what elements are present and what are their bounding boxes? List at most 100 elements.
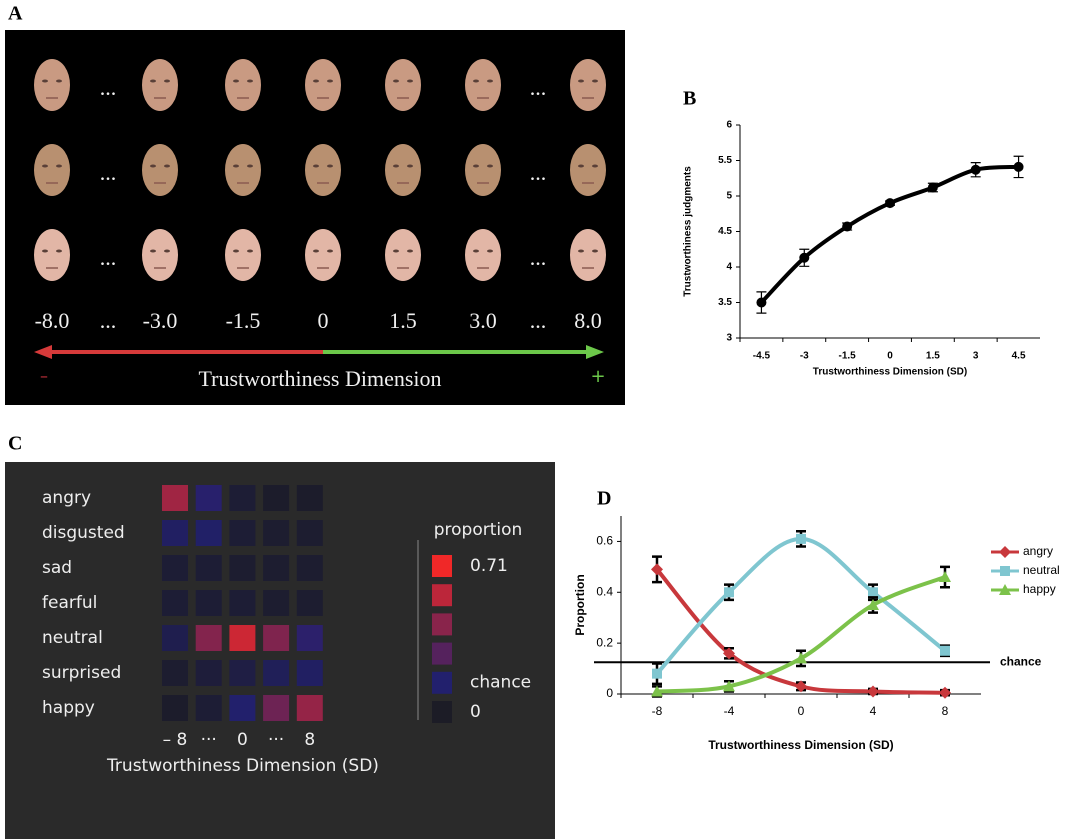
plus-sign: + bbox=[590, 366, 605, 387]
heat-cell bbox=[263, 590, 289, 616]
heat-cell bbox=[196, 555, 222, 581]
y-tick-label: 4 bbox=[726, 262, 732, 273]
marker bbox=[868, 587, 878, 597]
x-tick-label: -8 bbox=[652, 704, 663, 718]
face bbox=[305, 229, 341, 281]
eye bbox=[56, 250, 62, 253]
eye bbox=[327, 165, 333, 168]
row-label: sad bbox=[42, 558, 72, 578]
eye bbox=[393, 165, 399, 168]
eye bbox=[393, 250, 399, 253]
x-axis-label: Trustworthiness Dimension (SD) bbox=[708, 738, 893, 752]
heat-cell bbox=[162, 625, 188, 651]
heat-cell bbox=[196, 660, 222, 686]
column-label: 0 bbox=[237, 730, 248, 750]
marker bbox=[939, 687, 951, 699]
heat-cell bbox=[196, 520, 222, 546]
ellipsis: ... bbox=[100, 75, 117, 100]
face bbox=[305, 59, 341, 111]
eye bbox=[487, 80, 493, 83]
y-axis-label: Trustworthiness judgments bbox=[683, 166, 694, 297]
ellipsis: ... bbox=[530, 245, 547, 270]
marker bbox=[928, 182, 938, 192]
heat-cell bbox=[229, 660, 255, 686]
legend-marker bbox=[999, 546, 1011, 558]
eye bbox=[592, 165, 598, 168]
heat-cell bbox=[196, 695, 222, 721]
x-tick-label: -3 bbox=[800, 351, 809, 362]
eye bbox=[327, 250, 333, 253]
eye bbox=[578, 165, 584, 168]
eye bbox=[473, 250, 479, 253]
x-tick-label: 4.5 bbox=[1012, 351, 1026, 362]
ellipsis: ... bbox=[100, 160, 117, 185]
x-axis-label: Trustworthiness Dimension (SD) bbox=[106, 756, 379, 776]
heat-cell bbox=[229, 555, 255, 581]
y-tick-label: 3 bbox=[726, 333, 732, 344]
eye bbox=[247, 250, 253, 253]
x-tick-label: 0 bbox=[887, 351, 893, 362]
heat-cell bbox=[297, 520, 323, 546]
panel-label: D bbox=[597, 488, 611, 510]
colorbar-label: chance bbox=[470, 673, 531, 693]
eye bbox=[592, 80, 598, 83]
x-tick-label: 0 bbox=[798, 704, 805, 718]
row-label: angry bbox=[42, 488, 91, 508]
heat-cell bbox=[162, 660, 188, 686]
heat-cell bbox=[162, 555, 188, 581]
heat-cell bbox=[162, 590, 188, 616]
marker bbox=[724, 587, 734, 597]
eye bbox=[313, 80, 319, 83]
face bbox=[34, 144, 70, 196]
marker bbox=[756, 298, 766, 308]
eye bbox=[407, 250, 413, 253]
heat-cell bbox=[229, 625, 255, 651]
x-axis-label: Trustworthiness Dimension (SD) bbox=[813, 367, 967, 378]
y-tick-label: 5.5 bbox=[718, 155, 732, 166]
heat-cell bbox=[263, 555, 289, 581]
y-tick-label: 3.5 bbox=[718, 297, 732, 308]
heat-cell bbox=[162, 695, 188, 721]
eye bbox=[407, 80, 413, 83]
x-label: -8.0 bbox=[35, 308, 70, 333]
panel-label: B bbox=[683, 88, 696, 110]
heat-cell bbox=[297, 485, 323, 511]
colorbar-label: 0.71 bbox=[470, 556, 508, 576]
ellipsis: ... bbox=[100, 245, 117, 270]
x-label: ... bbox=[530, 308, 547, 333]
minus-sign: – bbox=[40, 367, 48, 386]
legend-marker bbox=[1000, 566, 1010, 576]
legend-title: proportion bbox=[434, 520, 523, 540]
eye bbox=[473, 80, 479, 83]
face bbox=[385, 144, 421, 196]
marker bbox=[867, 685, 879, 697]
series-line bbox=[657, 569, 945, 692]
series-line bbox=[657, 577, 945, 691]
x-label: 0 bbox=[318, 308, 329, 333]
eye bbox=[393, 80, 399, 83]
face bbox=[142, 59, 178, 111]
x-tick-label: -4 bbox=[724, 704, 735, 718]
eye bbox=[247, 165, 253, 168]
face bbox=[570, 229, 606, 281]
x-tick-label: -1.5 bbox=[839, 351, 857, 362]
heat-cell bbox=[297, 695, 323, 721]
heat-cell bbox=[196, 625, 222, 651]
eye bbox=[164, 250, 170, 253]
heat-cell bbox=[263, 625, 289, 651]
x-tick-label: 4 bbox=[870, 704, 877, 718]
heat-cell bbox=[297, 625, 323, 651]
chance-label: chance bbox=[1000, 654, 1042, 668]
row-label: neutral bbox=[42, 628, 103, 648]
face bbox=[34, 229, 70, 281]
x-tick-label: 1.5 bbox=[926, 351, 940, 362]
marker bbox=[796, 534, 806, 544]
heat-cell bbox=[229, 590, 255, 616]
colorbar-swatch bbox=[432, 584, 452, 606]
panel-label: C bbox=[8, 433, 22, 455]
x-tick-label: 3 bbox=[973, 351, 979, 362]
x-label: 1.5 bbox=[389, 308, 417, 333]
eye bbox=[233, 80, 239, 83]
eye bbox=[578, 250, 584, 253]
heat-cell bbox=[263, 485, 289, 511]
